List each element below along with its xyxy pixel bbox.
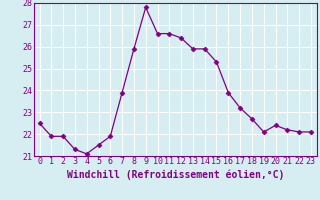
X-axis label: Windchill (Refroidissement éolien,°C): Windchill (Refroidissement éolien,°C) bbox=[67, 169, 284, 180]
